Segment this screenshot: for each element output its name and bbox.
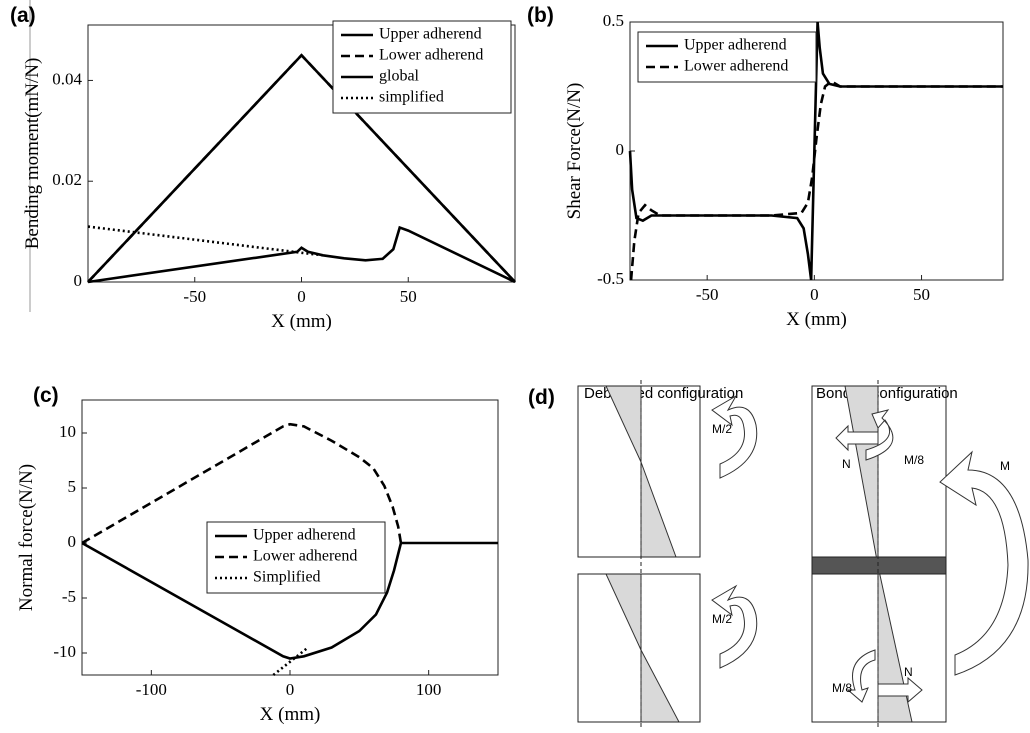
y-tick-label: 0.5: [603, 11, 624, 30]
x-tick-label: 50: [400, 287, 417, 306]
adherend: [811, 573, 947, 723]
legend-label: global: [379, 68, 420, 85]
x-tick-label: -50: [696, 285, 719, 304]
stress-area: [877, 565, 913, 723]
legend-label: Lower adherend: [379, 47, 483, 64]
legend-label: Simplified: [253, 569, 321, 586]
panel-label: (d): [528, 386, 555, 409]
series-line: [81, 541, 498, 660]
series-line: [81, 422, 403, 545]
stress-area: [605, 573, 642, 651]
label: M: [1000, 459, 1010, 473]
x-tick-label: -50: [183, 287, 206, 306]
x-tick-label: 0: [286, 680, 295, 699]
heading: Bonded configuration: [816, 385, 958, 402]
adherend: [577, 573, 701, 723]
y-tick-label: 0: [74, 271, 83, 290]
moment-arrow: [711, 584, 758, 669]
force-arrow: [877, 676, 923, 704]
y-tick-label: -5: [62, 587, 76, 606]
moment-arrow: [939, 450, 1029, 676]
moment-arrow: [711, 394, 758, 479]
y-tick-label: 0.04: [52, 69, 82, 88]
y-tick-label: 10: [59, 422, 76, 441]
panel-label: (b): [527, 4, 554, 27]
legend-label: simplified: [379, 89, 444, 106]
stress-area: [605, 385, 642, 463]
moment-arrow: [846, 649, 876, 703]
series-line: [87, 225, 516, 284]
x-axis-label: X (mm): [260, 704, 321, 725]
x-tick-label: 100: [416, 680, 442, 699]
y-tick-label: -10: [53, 642, 76, 661]
y-tick-label: 0: [68, 532, 77, 551]
stress-area: [844, 385, 879, 567]
diagram: (d) Debonded configuration Bonded config…: [528, 380, 1029, 730]
series-line: [628, 21, 1003, 281]
stress-area: [640, 649, 680, 723]
y-tick-label: 5: [68, 477, 77, 496]
adherend: [811, 385, 947, 558]
x-tick-label: -100: [136, 680, 167, 699]
series-line: [87, 225, 324, 257]
stress-area: [640, 461, 677, 558]
x-tick-label: 0: [297, 287, 306, 306]
series-line: [272, 647, 308, 677]
label: M/2: [712, 422, 732, 436]
y-tick-label: -0.5: [597, 269, 624, 288]
series-line: [87, 53, 516, 283]
legend-label: Upper adherend: [253, 527, 356, 544]
legend-label: Lower adherend: [253, 548, 357, 565]
moment-arrow: [865, 409, 894, 461]
label: N: [904, 665, 913, 679]
x-axis-label: X (mm): [786, 309, 847, 330]
legend-box: [637, 31, 817, 83]
y-axis-label: Shear Force(N/N): [564, 83, 585, 220]
adhesive: [811, 556, 947, 575]
y-axis-label: Normal force(N/N): [16, 464, 37, 611]
adherend: [577, 385, 701, 558]
y-tick-label: 0: [616, 140, 625, 159]
panel-label: (c): [33, 384, 59, 407]
x-axis-label: X (mm): [271, 311, 332, 332]
legend-label: Lower adherend: [684, 58, 788, 75]
y-tick-label: 0.02: [52, 170, 82, 189]
legend-label: Upper adherend: [379, 26, 482, 43]
x-tick-label: 0: [810, 285, 819, 304]
legend-label: Upper adherend: [684, 37, 787, 54]
x-tick-label: 50: [913, 285, 930, 304]
panel-label: (a): [10, 4, 36, 27]
series-line: [629, 79, 1003, 281]
y-axis-label: Bending moment(mN/N): [22, 58, 43, 250]
label: N: [842, 457, 851, 471]
label: M/2: [712, 612, 732, 626]
label: M/8: [904, 453, 924, 467]
label: M/8: [832, 681, 852, 695]
force-arrow: [835, 424, 879, 452]
